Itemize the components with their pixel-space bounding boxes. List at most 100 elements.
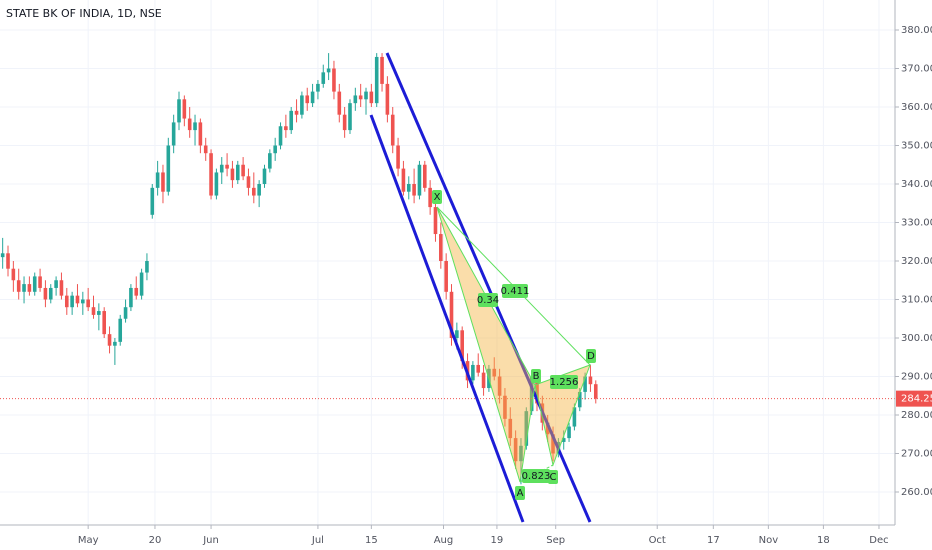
candle-body	[241, 164, 245, 177]
candle-body	[118, 318, 123, 342]
candle-body	[316, 83, 320, 92]
candle-body	[97, 311, 101, 315]
candle-body	[396, 145, 400, 169]
x-tick-label: 17	[707, 535, 720, 546]
candle-body	[353, 95, 358, 104]
candle-body	[588, 376, 593, 385]
candle-body	[27, 284, 32, 292]
candle-body	[187, 118, 192, 131]
candle-body	[380, 56, 384, 84]
candle-body	[48, 287, 53, 300]
candle-body	[358, 95, 363, 100]
candle-body	[246, 176, 251, 188]
candle-body	[113, 341, 117, 346]
candle-body	[508, 418, 513, 439]
x-tick-label: Sep	[546, 535, 565, 546]
candle-body	[91, 307, 96, 315]
candle-body	[492, 368, 497, 377]
candle-body	[284, 126, 288, 131]
point-label-box	[586, 349, 596, 363]
candle-body	[519, 445, 523, 462]
candle-body	[524, 411, 529, 446]
candle-body	[54, 280, 58, 288]
candle-body	[332, 68, 336, 92]
drawings	[369, 52, 592, 523]
candle-body	[43, 287, 48, 300]
y-tick-label: 310.00	[901, 295, 932, 306]
y-tick-label: 320.00	[901, 256, 932, 267]
candle-body	[22, 284, 26, 292]
candle-body	[278, 126, 283, 146]
candle-body	[198, 122, 203, 146]
candle-body	[385, 83, 390, 115]
x-tick-label: Dec	[869, 535, 888, 546]
y-tick-label: 280.00	[901, 410, 932, 421]
candle-body	[107, 334, 112, 346]
x-tick-label: 18	[817, 535, 830, 546]
candle-body	[230, 168, 235, 181]
candle-body	[70, 295, 74, 308]
candle-body	[59, 280, 64, 296]
candle-body	[300, 95, 304, 115]
y-tick-label: 290.00	[901, 372, 932, 383]
x-tick-label: Nov	[759, 535, 779, 546]
candle-body	[257, 184, 261, 196]
ratio-label-box	[502, 284, 528, 298]
x-tick-label: 20	[149, 535, 162, 546]
candle-body	[455, 330, 459, 338]
candle-body	[412, 184, 416, 196]
candle-body	[321, 72, 326, 84]
candle-body	[567, 426, 571, 439]
candle-body	[171, 122, 176, 146]
y-tick-label: 260.00	[901, 487, 932, 498]
candle-body	[161, 172, 165, 192]
x-tick-label: Oct	[649, 535, 666, 546]
candle-body	[439, 234, 443, 261]
candle-body	[268, 153, 272, 169]
candle-body	[406, 184, 411, 192]
candle-body	[75, 295, 80, 304]
candle-body	[337, 91, 342, 115]
y-tick-label: 340.00	[901, 179, 932, 190]
y-tick-label: 270.00	[901, 449, 932, 460]
candle-body	[145, 261, 149, 273]
candle-body	[86, 299, 90, 308]
candle-body	[551, 434, 555, 454]
candle-body	[182, 99, 187, 119]
candle-body	[102, 311, 106, 335]
candle-body	[273, 145, 277, 154]
point-label-box	[548, 470, 558, 484]
x-tick-label: Jul	[311, 535, 324, 546]
candle-body	[123, 307, 128, 319]
candle-body	[0, 253, 5, 258]
candle-body	[150, 187, 155, 215]
candle-body	[305, 95, 310, 104]
candle-body	[481, 372, 486, 389]
ratio-label: 0.411	[501, 286, 530, 297]
candle-body	[390, 114, 395, 146]
candle-body	[214, 172, 219, 196]
candle-body	[262, 168, 267, 184]
candle-body	[513, 438, 518, 462]
candle-body	[342, 114, 347, 131]
candle-body	[374, 56, 379, 104]
channel-line	[369, 114, 525, 523]
candle-body	[433, 207, 438, 235]
candle-body	[252, 187, 256, 196]
candle-body	[364, 91, 368, 100]
candle-body	[289, 110, 294, 131]
candle-body	[535, 376, 539, 404]
candle-body	[203, 145, 208, 154]
candle-body	[561, 438, 566, 442]
candle-body	[166, 145, 171, 192]
candle-body	[139, 272, 144, 296]
candle-body	[64, 295, 69, 308]
candle-body	[177, 99, 181, 123]
candle-body	[32, 276, 37, 292]
point-label-box	[515, 486, 525, 500]
candle-body	[428, 187, 432, 208]
candle-body	[577, 391, 582, 408]
pattern-labels: X A B C D 0.340.411 1.256 0.823	[432, 190, 596, 500]
candle-body	[583, 376, 587, 392]
